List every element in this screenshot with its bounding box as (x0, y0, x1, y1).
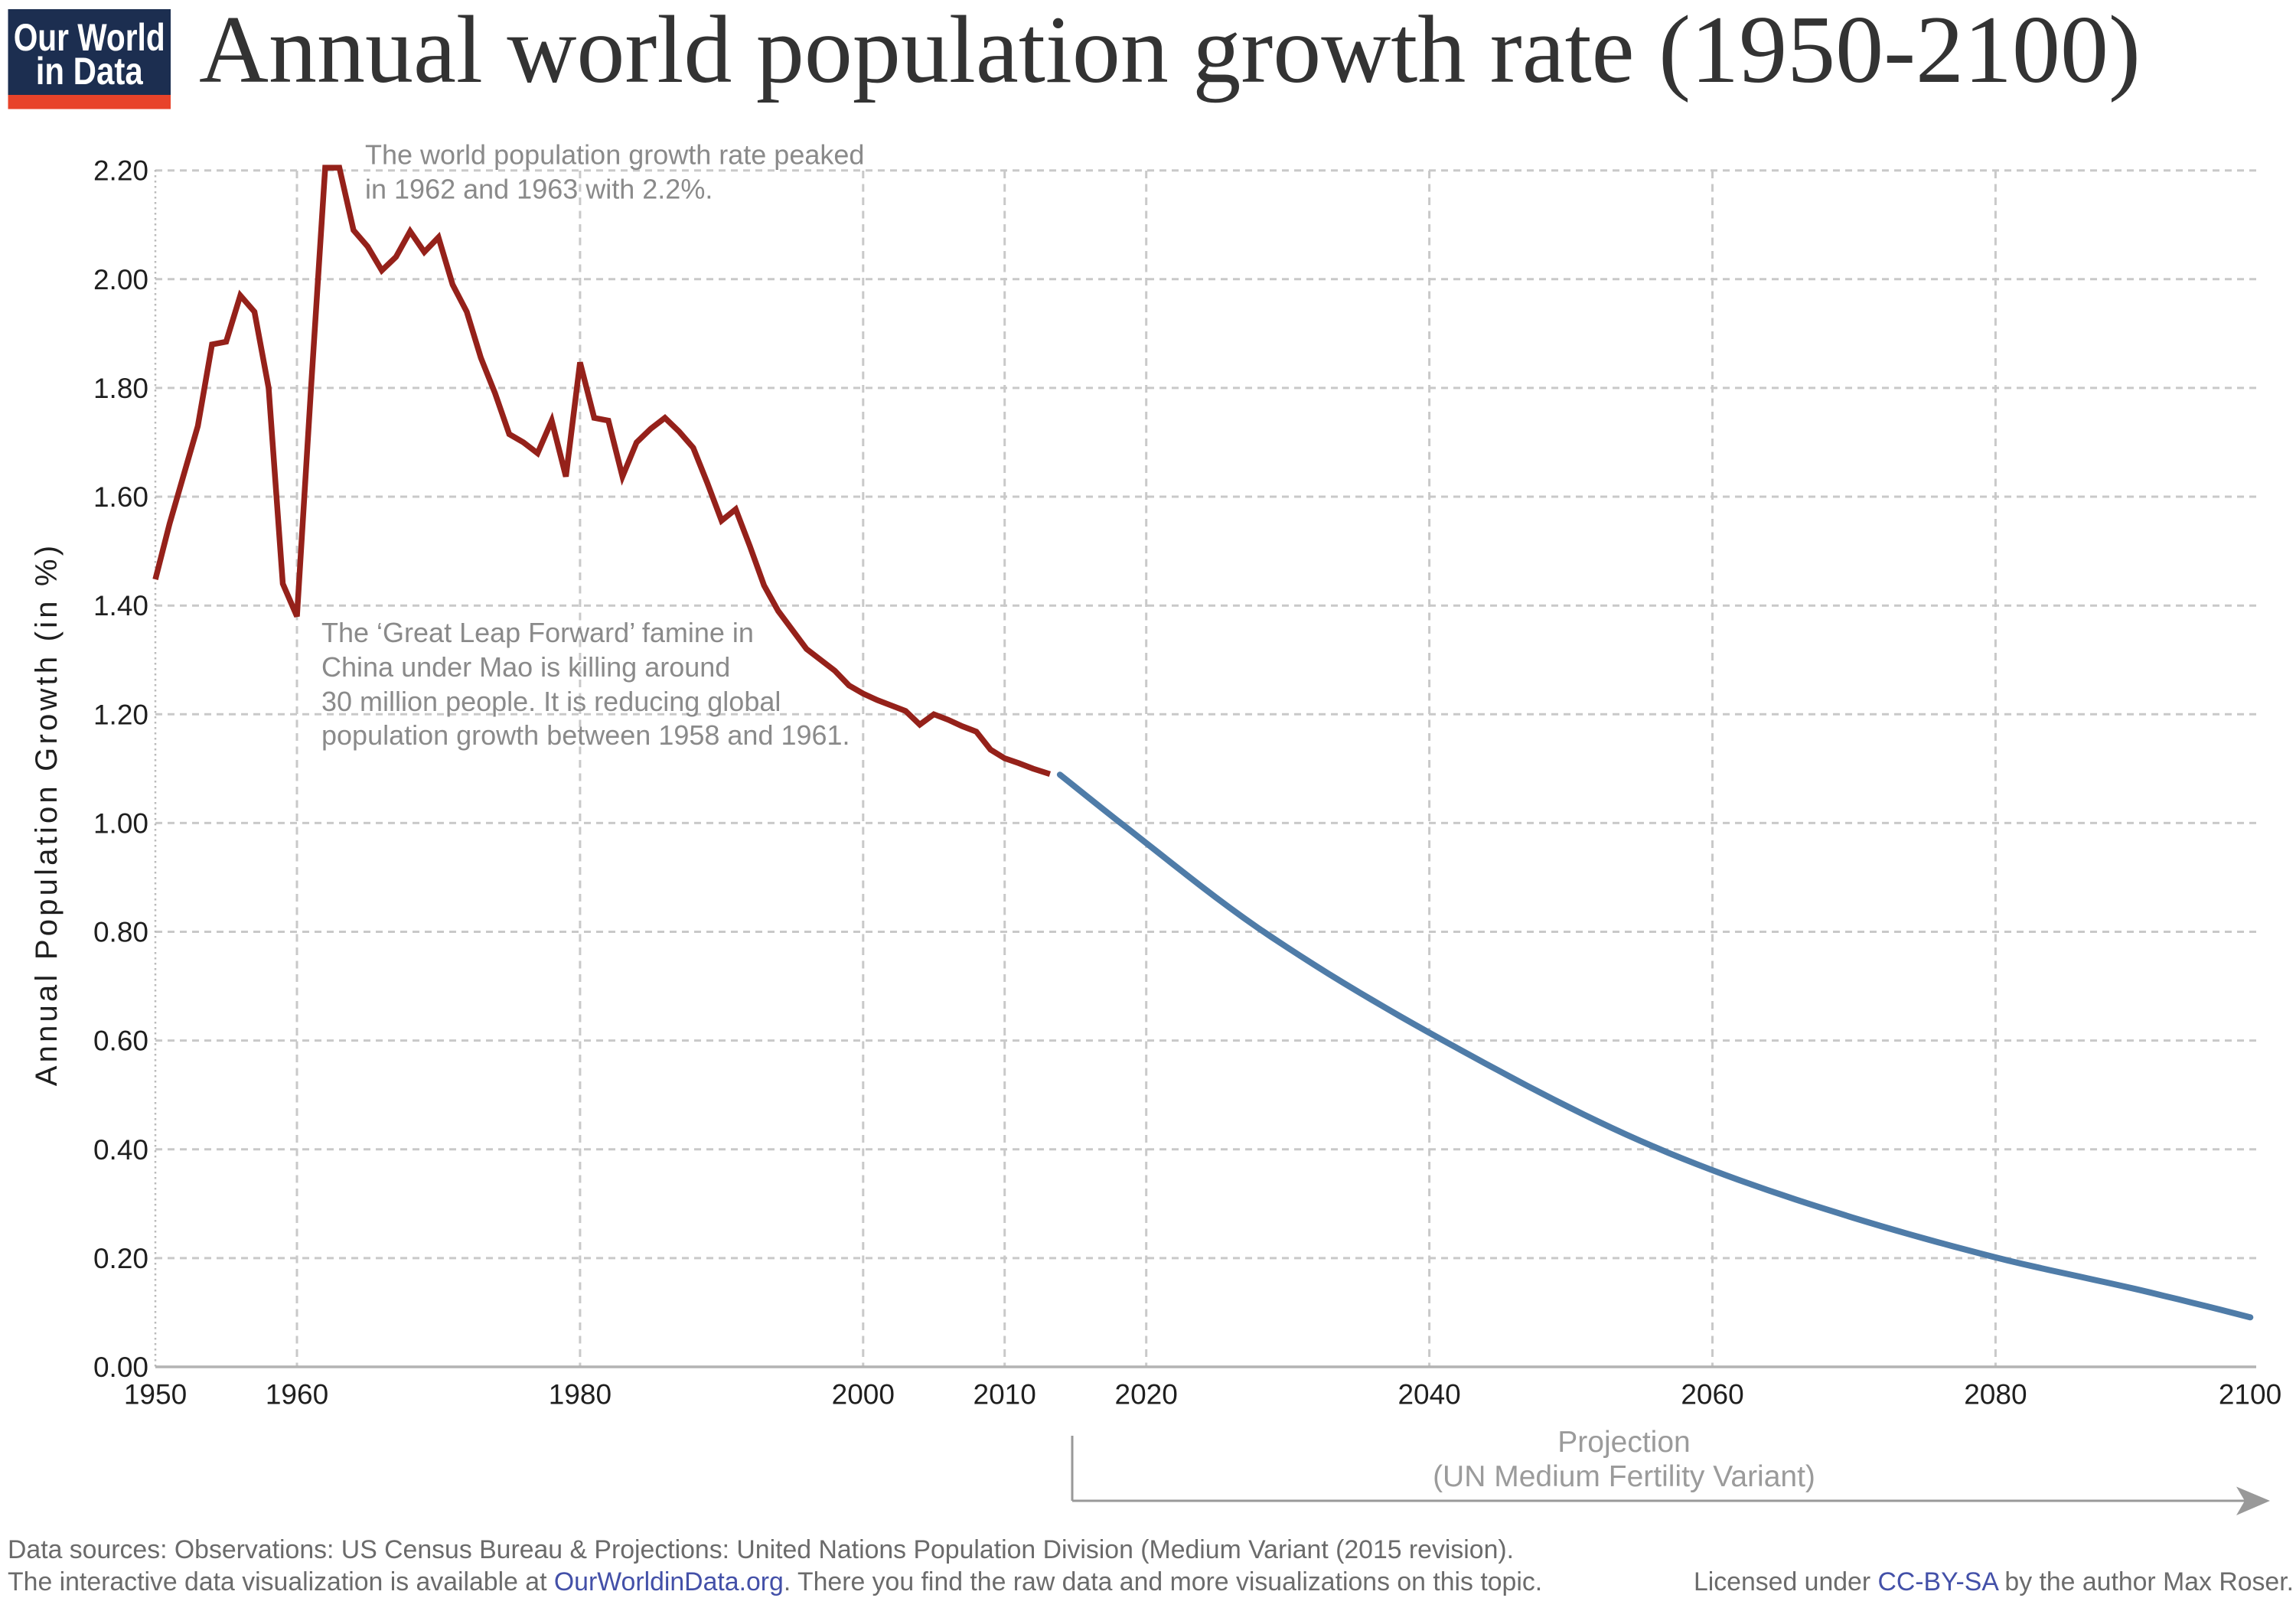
svg-text:0.00: 0.00 (93, 1352, 148, 1383)
svg-text:2080: 2080 (1964, 1379, 2027, 1410)
svg-text:Projection: Projection (1557, 1426, 1690, 1459)
svg-text:Our World: Our World (14, 16, 165, 59)
svg-text:2100: 2100 (2219, 1379, 2281, 1410)
svg-text:1980: 1980 (549, 1379, 612, 1410)
svg-text:30 million people. It is reduc: 30 million people. It is reducing global (321, 686, 781, 717)
svg-text:Licensed under CC-BY-SA by the: Licensed under CC-BY-SA by the author Ma… (1694, 1567, 2294, 1596)
svg-text:in 1962 and 1963 with 2.2%.: in 1962 and 1963 with 2.2%. (365, 174, 713, 205)
svg-text:0.40: 0.40 (93, 1134, 148, 1166)
svg-text:2040: 2040 (1397, 1379, 1460, 1410)
svg-text:1.80: 1.80 (93, 373, 148, 404)
svg-text:Annual Population Growth (in %: Annual Population Growth (in %) (30, 543, 64, 1087)
svg-text:2.00: 2.00 (93, 264, 148, 295)
svg-text:1.60: 1.60 (93, 481, 148, 513)
svg-text:2000: 2000 (832, 1379, 895, 1410)
svg-text:The ‘Great Leap Forward’ famin: The ‘Great Leap Forward’ famine in (321, 617, 754, 648)
svg-text:2010: 2010 (974, 1379, 1036, 1410)
svg-text:(UN Medium Fertility Variant): (UN Medium Fertility Variant) (1433, 1460, 1815, 1493)
svg-text:The interactive data visualiza: The interactive data visualization is av… (8, 1567, 1542, 1596)
svg-text:Data sources: Observations: US: Data sources: Observations: US Census Bu… (8, 1535, 1514, 1564)
svg-text:2020: 2020 (1115, 1379, 1178, 1410)
svg-text:Annual world population growth: Annual world population growth rate (195… (199, 0, 2141, 103)
svg-text:in Data: in Data (36, 50, 144, 93)
svg-text:1960: 1960 (266, 1379, 328, 1410)
svg-text:0.80: 0.80 (93, 917, 148, 948)
svg-text:1.00: 1.00 (93, 807, 148, 839)
svg-text:1950: 1950 (124, 1379, 187, 1410)
svg-text:China under Mao is killing aro: China under Mao is killing around (321, 651, 730, 683)
svg-text:1.20: 1.20 (93, 699, 148, 730)
svg-text:The world population growth ra: The world population growth rate peaked (365, 139, 864, 171)
svg-text:1.40: 1.40 (93, 590, 148, 621)
svg-text:population growth between 1958: population growth between 1958 and 1961. (321, 719, 850, 751)
svg-text:0.20: 0.20 (93, 1243, 148, 1274)
svg-text:0.60: 0.60 (93, 1026, 148, 1057)
svg-text:2.20: 2.20 (93, 155, 148, 187)
svg-text:2060: 2060 (1681, 1379, 1743, 1410)
